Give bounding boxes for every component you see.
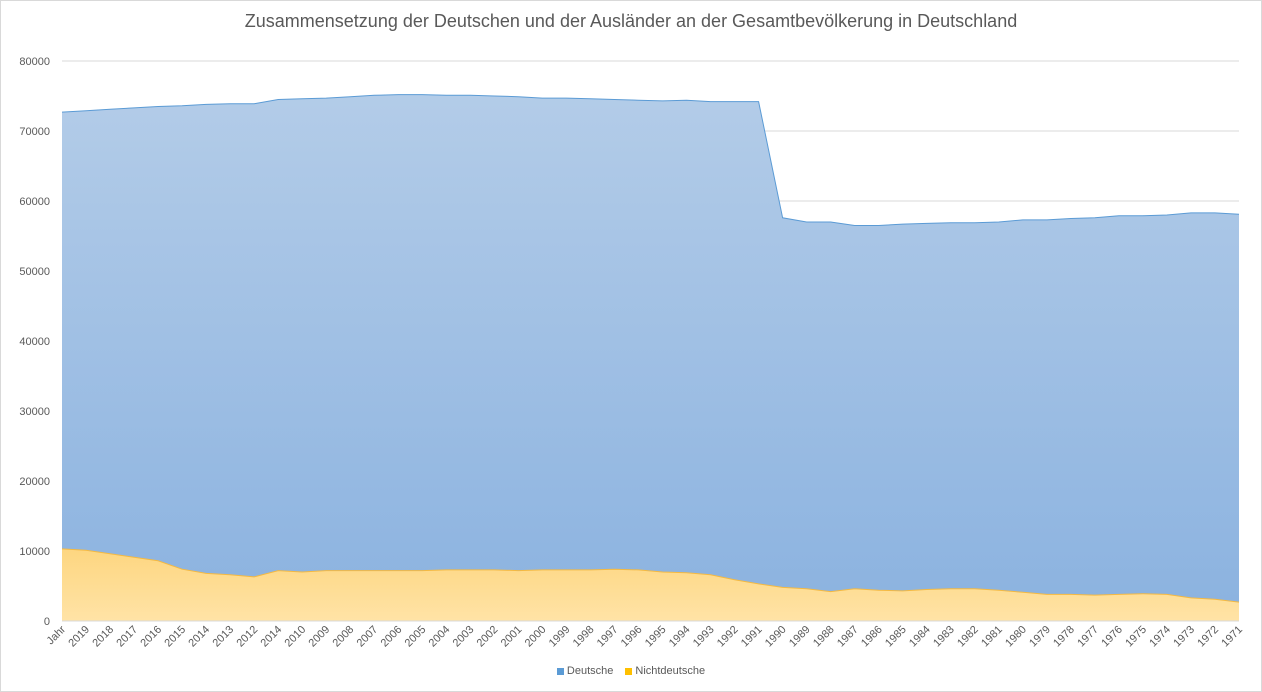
x-tick-label: 1998 [571, 624, 597, 650]
x-tick-label: 1987 [835, 624, 861, 650]
legend-label: Nichtdeutsche [635, 665, 706, 677]
x-tick-label: 2016 [138, 624, 164, 650]
area-series [61, 94, 1240, 621]
y-tick-label: 50000 [19, 266, 50, 278]
x-tick-label: 1995 [643, 624, 669, 650]
y-tick-label: 80000 [19, 56, 50, 68]
x-tick-label: 1976 [1099, 624, 1125, 650]
x-tick-label: 2004 [427, 624, 453, 650]
x-tick-label: 1992 [715, 624, 741, 650]
x-tick-label: 1997 [595, 624, 621, 650]
legend-swatch [625, 667, 633, 675]
x-tick-label: 2007 [355, 624, 381, 650]
x-tick-label: 1980 [1003, 624, 1029, 650]
x-tick-label: 1973 [1171, 624, 1197, 650]
y-axis: 0 10000 20000 30000 40000 50000 60000 70000 8000… [19, 56, 50, 628]
x-tick-label: 2005 [403, 624, 429, 650]
x-tick-label: 2015 [162, 624, 188, 650]
x-tick-label: 2013 [210, 624, 236, 650]
x-tick-label: 2017 [114, 624, 140, 650]
x-tick-label: 2010 [283, 624, 309, 650]
x-tick-label: 2003 [451, 624, 477, 650]
x-tick-label: 2012 [234, 624, 260, 650]
x-tick-label: 2002 [475, 624, 501, 650]
chart-title: Zusammensetzung der Deutschen und der Au… [244, 11, 1018, 31]
x-tick-label: 1989 [787, 624, 813, 650]
x-tick-label: 1979 [1027, 624, 1053, 650]
x-tick-label: 1990 [763, 624, 789, 650]
x-axis: Jahr201920182017201620152014201320122014… [44, 620, 1245, 650]
x-tick-label: 1996 [619, 624, 645, 650]
legend-swatch [556, 667, 564, 675]
x-tick-label: 2014 [259, 624, 285, 650]
x-tick-label: 1993 [691, 624, 717, 650]
y-tick-label: 40000 [19, 336, 50, 348]
y-tick-label: 70000 [19, 126, 50, 138]
x-tick-label: 2008 [331, 624, 357, 650]
y-tick-label: 60000 [19, 196, 50, 208]
x-tick-label: 2001 [499, 624, 525, 650]
x-tick-label: 2006 [379, 624, 405, 650]
x-tick-label: 1981 [979, 624, 1005, 650]
x-tick-label: 1988 [811, 624, 837, 650]
legend: Deutsche Nichtdeutsche [0, 665, 1262, 677]
x-tick-label: 1994 [667, 624, 693, 650]
x-tick-label: 2009 [307, 624, 333, 650]
legend-item: Nichtdeutsche [625, 665, 705, 677]
x-tick-label: 1974 [1147, 624, 1173, 650]
x-tick-label: 2014 [186, 624, 212, 650]
x-tick-label: 1978 [1051, 624, 1077, 650]
y-tick-label: 20000 [19, 476, 50, 488]
x-tick-label: 2019 [66, 624, 92, 650]
x-tick-label: 1984 [907, 624, 933, 650]
area-nichtdeutsche [62, 548, 1239, 621]
x-tick-label: 1972 [1195, 624, 1221, 650]
x-tick-label: 1971 [1219, 624, 1245, 650]
legend-item: Deutsche [556, 665, 614, 677]
x-tick-label: 1986 [859, 624, 885, 650]
x-tick-label: 1999 [547, 624, 573, 650]
legend-label: Deutsche [566, 665, 614, 677]
y-tick-label: 30000 [19, 406, 50, 418]
area-deutsche [62, 94, 1239, 603]
x-tick-label: 1977 [1075, 624, 1101, 650]
y-tick-label: 10000 [19, 546, 50, 558]
x-tick-label: 1985 [883, 624, 909, 650]
x-tick-label: 2000 [523, 624, 549, 650]
y-tick-label: 0 [44, 616, 50, 628]
line-nichtdeutsche [61, 548, 1240, 603]
x-tick-label: 2018 [90, 624, 116, 650]
x-tick-label: 1975 [1123, 624, 1149, 650]
x-tick-label: 1982 [955, 624, 981, 650]
x-tick-label: 1991 [739, 624, 765, 650]
x-tick-label: 1983 [931, 624, 957, 650]
line-deutsche [61, 94, 1240, 226]
